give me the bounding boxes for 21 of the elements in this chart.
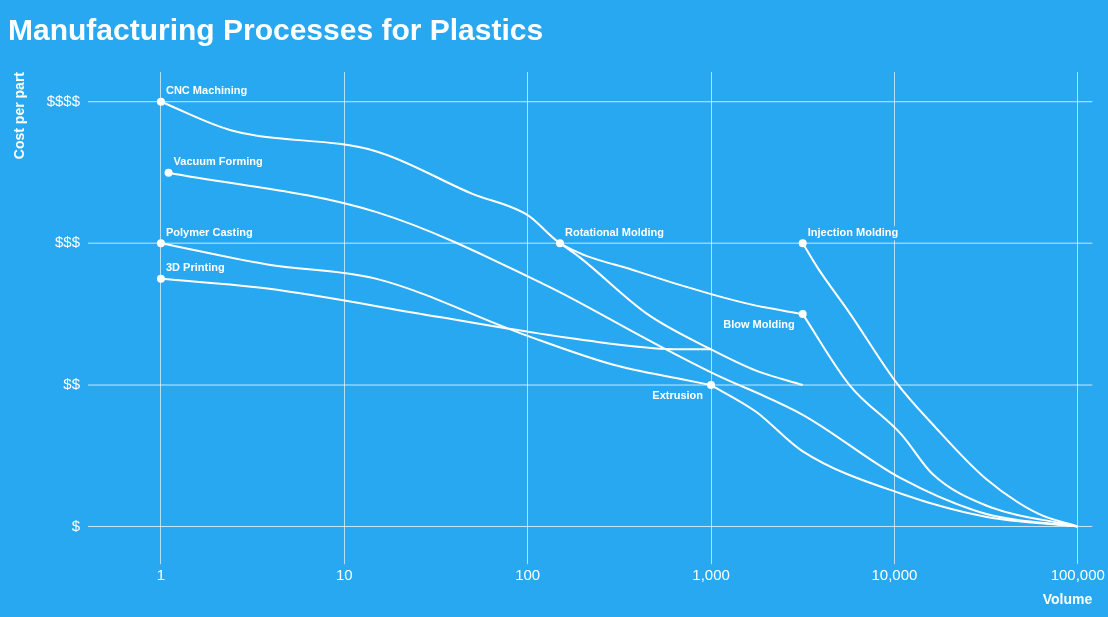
- series-label: 3D Printing: [165, 261, 225, 274]
- x-tick-label: 100,000: [1050, 566, 1105, 584]
- series-label: Blow Molding: [723, 317, 795, 330]
- ref-line-label: $$: [63, 375, 81, 393]
- series-label: Vacuum Forming: [173, 155, 263, 168]
- x-tick-label: 10,000: [871, 566, 918, 584]
- series-label: Injection Molding: [807, 225, 899, 238]
- ref-line-label: $: [71, 516, 81, 534]
- series-label: Extrusion: [652, 388, 704, 401]
- x-axis-title: Volume: [1042, 591, 1093, 608]
- x-tick-label: 1: [156, 566, 166, 584]
- series-label: CNC Machining: [165, 84, 248, 97]
- x-tick-label: 10: [335, 566, 353, 584]
- chart-title: Manufacturing Processes for Plastics: [8, 13, 544, 47]
- x-tick-label: 100: [515, 566, 541, 584]
- series-label: Polymer Casting: [165, 225, 253, 238]
- x-tick-label: 1,000: [692, 566, 730, 584]
- series-label: Rotational Molding: [564, 225, 664, 238]
- ref-line-label: $$$: [54, 233, 81, 251]
- y-axis-title: Cost per part: [11, 71, 28, 160]
- ref-line-label: $$$$: [46, 91, 81, 109]
